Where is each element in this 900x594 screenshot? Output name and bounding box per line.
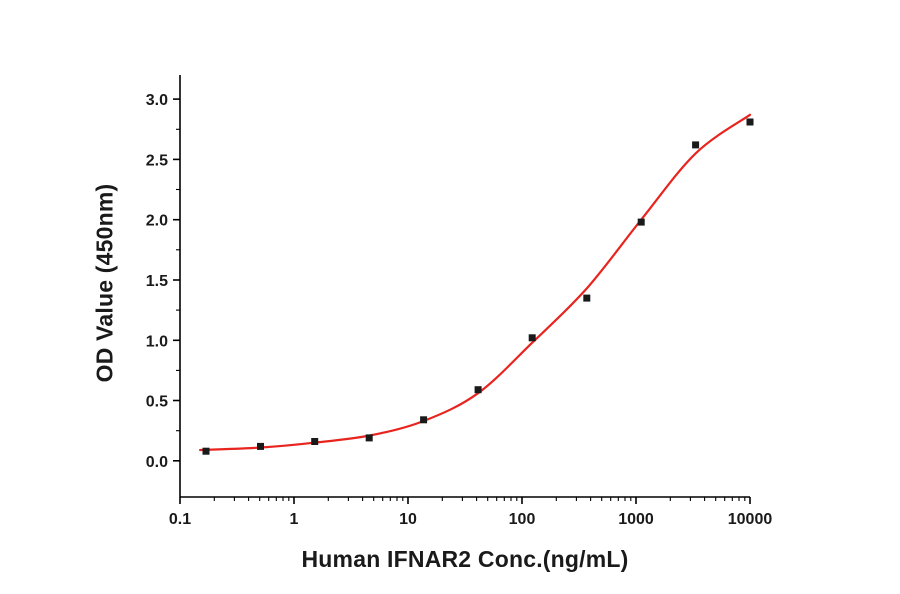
- data-point: [692, 141, 700, 149]
- x-tick-label: 10000: [728, 511, 773, 528]
- y-axis-title: OD Value (450nm): [91, 183, 118, 383]
- data-point: [474, 386, 482, 394]
- data-point: [637, 218, 645, 226]
- data-point: [746, 118, 754, 126]
- y-tick-label: 1.0: [146, 333, 168, 350]
- y-tick-label: 0.0: [146, 454, 168, 471]
- data-point: [202, 447, 210, 455]
- data-point: [583, 294, 591, 302]
- x-tick-label: 10: [399, 511, 417, 528]
- y-tick-label: 1.5: [146, 273, 168, 290]
- y-tick-label: 3.0: [146, 92, 168, 109]
- y-tick-label: 2.5: [146, 152, 168, 169]
- data-point: [365, 434, 373, 442]
- x-tick-label: 1000: [618, 511, 654, 528]
- y-tick-label: 0.5: [146, 394, 168, 411]
- x-axis-title: Human IFNAR2 Conc.(ng/mL): [301, 546, 629, 572]
- x-tick-label: 1: [290, 511, 299, 528]
- fit-curve: [199, 113, 752, 452]
- data-point: [420, 416, 428, 424]
- x-tick-label: 100: [509, 511, 536, 528]
- x-tick-label: 0.1: [169, 511, 191, 528]
- y-tick-label: 2.0: [146, 213, 168, 230]
- data-point: [528, 334, 536, 342]
- data-point: [311, 438, 319, 445]
- data-point: [257, 442, 264, 450]
